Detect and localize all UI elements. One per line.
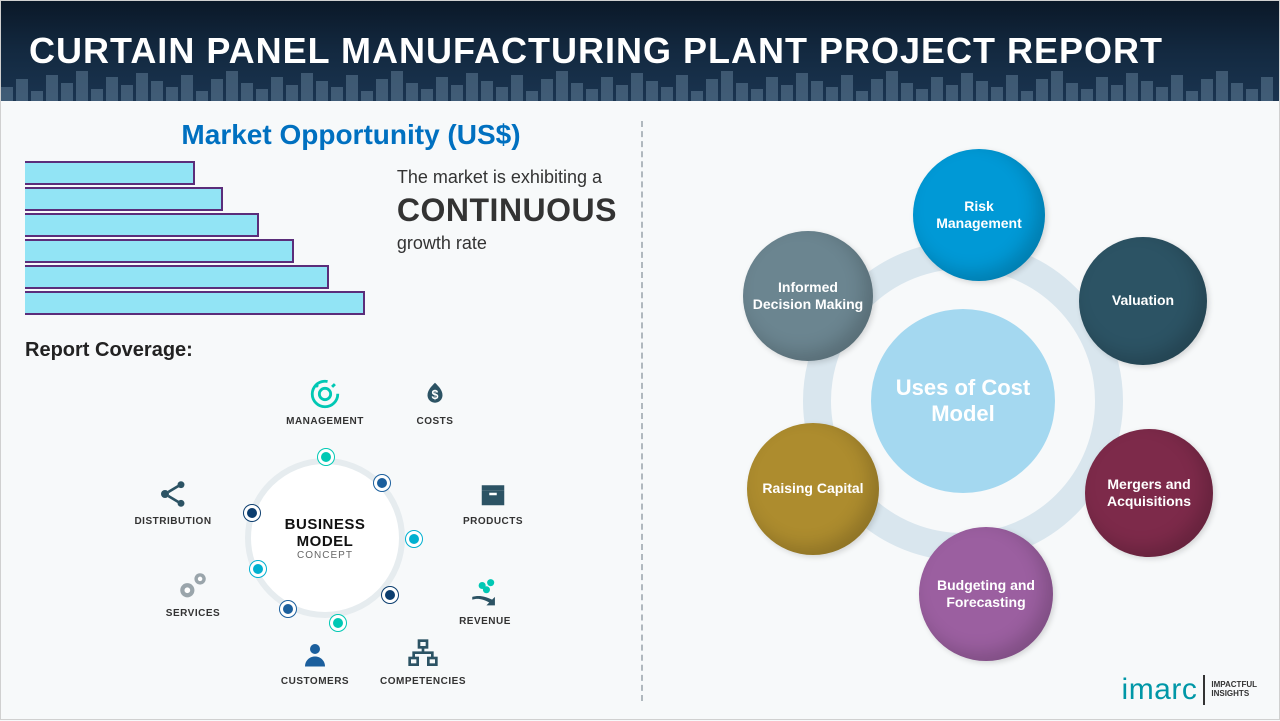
bm-item-label: COMPETENCIES bbox=[380, 676, 466, 687]
customers-icon bbox=[297, 636, 333, 672]
services-icon bbox=[175, 568, 211, 604]
bar bbox=[25, 161, 195, 185]
bubble: Raising Capital bbox=[747, 423, 879, 555]
bm-item-label: REVENUE bbox=[459, 616, 511, 627]
svg-text:$: $ bbox=[432, 388, 439, 402]
bubble: Valuation bbox=[1079, 237, 1207, 365]
bubble: Mergers and Acquisitions bbox=[1085, 429, 1213, 557]
distribution-icon bbox=[155, 476, 191, 512]
bm-center-line2: MODEL bbox=[297, 533, 354, 550]
logo: imarc IMPACTFULINSIGHTS bbox=[1122, 673, 1257, 707]
cost-model-diagram: Uses of Cost Model Risk Management Valuat… bbox=[703, 141, 1223, 661]
products-icon bbox=[475, 476, 511, 512]
bm-node bbox=[283, 604, 293, 614]
bm-node bbox=[247, 508, 257, 518]
revenue-icon bbox=[467, 576, 503, 612]
bubble: Informed Decision Making bbox=[743, 231, 873, 361]
market-line2: CONTINUOUS bbox=[397, 192, 617, 229]
bar bbox=[25, 239, 294, 263]
center-circle: Uses of Cost Model bbox=[871, 309, 1055, 493]
coverage-title: Report Coverage: bbox=[25, 339, 617, 362]
bm-item-services: SERVICES bbox=[143, 568, 243, 619]
management-icon bbox=[307, 376, 343, 412]
bm-center-line1: BUSINESS bbox=[285, 516, 366, 533]
bm-item-customers: CUSTOMERS bbox=[265, 636, 365, 687]
bubble: Risk Management bbox=[913, 149, 1045, 281]
bm-item-label: SERVICES bbox=[166, 608, 220, 619]
costs-icon: $ bbox=[417, 376, 453, 412]
bar bbox=[25, 213, 259, 237]
bm-item-label: COSTS bbox=[417, 416, 454, 427]
bm-node bbox=[385, 590, 395, 600]
right-panel: Uses of Cost Model Risk Management Valuat… bbox=[643, 101, 1279, 721]
bar bbox=[25, 291, 365, 315]
bm-center-line3: CONCEPT bbox=[297, 550, 353, 561]
logo-text: imarc bbox=[1122, 673, 1198, 707]
chart-title: Market Opportunity (US$) bbox=[85, 119, 617, 151]
content: Market Opportunity (US$) The market is e… bbox=[1, 101, 1279, 721]
logo-divider bbox=[1203, 675, 1205, 705]
bm-item-competencies: COMPETENCIES bbox=[373, 636, 473, 687]
bm-node bbox=[253, 564, 263, 574]
bar bbox=[25, 187, 223, 211]
header: CURTAIN PANEL MANUFACTURING PLANT PROJEC… bbox=[1, 1, 1279, 101]
bm-node bbox=[321, 452, 331, 462]
bar bbox=[25, 265, 329, 289]
skyline-decoration bbox=[1, 71, 1279, 101]
bm-item-label: MANAGEMENT bbox=[286, 416, 364, 427]
chart-area: The market is exhibiting a CONTINUOUS gr… bbox=[25, 161, 617, 317]
bm-item-products: PRODUCTS bbox=[443, 476, 543, 527]
page-title: CURTAIN PANEL MANUFACTURING PLANT PROJEC… bbox=[29, 30, 1163, 72]
logo-tagline: IMPACTFULINSIGHTS bbox=[1211, 681, 1257, 699]
bm-node bbox=[409, 534, 419, 544]
competencies-icon bbox=[405, 636, 441, 672]
bm-item-distribution: DISTRIBUTION bbox=[123, 476, 223, 527]
bm-node bbox=[333, 618, 343, 628]
left-panel: Market Opportunity (US$) The market is e… bbox=[1, 101, 641, 721]
bm-item-management: MANAGEMENT bbox=[275, 376, 375, 427]
bm-node bbox=[377, 478, 387, 488]
bm-item-label: DISTRIBUTION bbox=[134, 516, 211, 527]
market-line3: growth rate bbox=[397, 233, 617, 254]
bar-chart bbox=[25, 161, 379, 317]
center-label: Uses of Cost Model bbox=[871, 375, 1055, 427]
bm-item-label: PRODUCTS bbox=[463, 516, 523, 527]
business-model-diagram: BUSINESS MODEL CONCEPT MANAGEMENT $ COSTS P… bbox=[25, 368, 625, 678]
market-line1: The market is exhibiting a bbox=[397, 167, 617, 188]
bm-item-costs: $ COSTS bbox=[385, 376, 485, 427]
market-text: The market is exhibiting a CONTINUOUS gr… bbox=[397, 161, 617, 317]
bm-item-label: CUSTOMERS bbox=[281, 676, 349, 687]
bm-item-revenue: REVENUE bbox=[435, 576, 535, 627]
bubble: Budgeting and Forecasting bbox=[919, 527, 1053, 661]
